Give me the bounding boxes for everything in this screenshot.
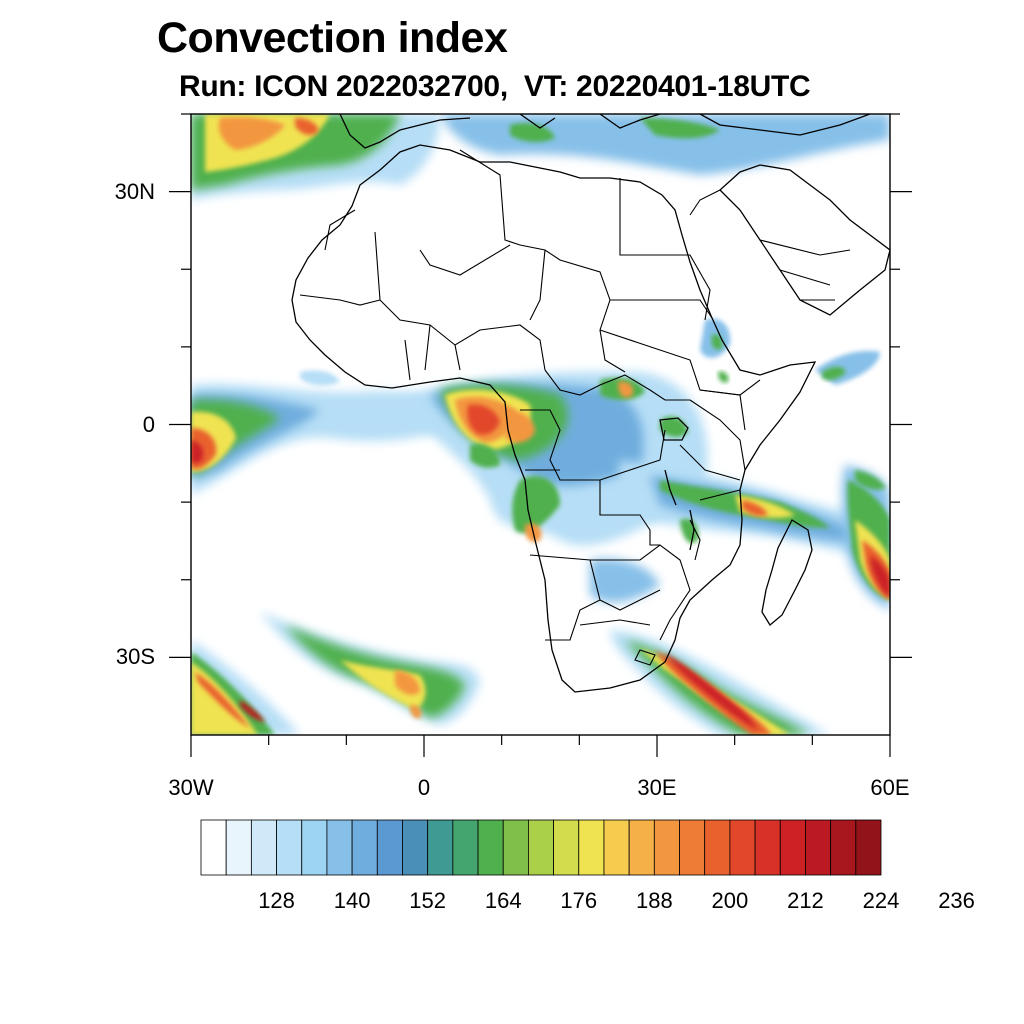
field-equatorial-atlantic	[191, 383, 470, 495]
coastline-madagascar	[761, 519, 813, 626]
lon-tick-label: 30E	[637, 775, 677, 800]
colorbar-label: 224	[862, 888, 900, 913]
lat-tick-label: 0	[142, 411, 155, 437]
colorbar-swatch	[653, 819, 680, 876]
coastline-lake-malawi	[689, 509, 695, 551]
axis-ticks	[169, 113, 912, 757]
colorbar-swatch	[779, 819, 806, 876]
field-ethiopia-arabian-sea	[300, 318, 880, 386]
colorbar-label: 212	[787, 888, 824, 913]
colorbar-swatch	[754, 819, 781, 876]
coastline-europe	[339, 114, 871, 149]
field-south-atlantic	[260, 612, 480, 725]
colorbar-swatch	[729, 819, 756, 876]
lat-tick-label: 30N	[114, 178, 155, 204]
lon-tick-label: 60E	[870, 775, 910, 800]
colorbar-swatch	[578, 819, 605, 876]
chart-subtitle: Run: ICON 2022032700, VT: 20220401-18UTC	[179, 70, 811, 103]
colorbar-swatch	[805, 819, 832, 876]
field-central-africa	[400, 371, 708, 546]
coastlines	[291, 114, 890, 693]
chart-title: Convection index	[157, 14, 508, 62]
lon-tick-label: 0	[417, 775, 431, 800]
colorbar-label: 140	[333, 888, 371, 913]
colorbar-swatch	[452, 819, 479, 876]
colorbar-swatch	[427, 819, 454, 876]
colorbar-swatch	[553, 819, 580, 876]
colorbar-swatch	[830, 819, 857, 876]
colorbar	[200, 819, 882, 876]
coastline-africa	[291, 144, 817, 693]
field-southern-indian-ocean	[610, 630, 830, 735]
convection-field	[191, 114, 890, 735]
colorbar-swatch	[402, 819, 429, 876]
lon-tick-label: 30W	[168, 775, 214, 800]
colorbar-label: 176	[560, 888, 598, 913]
field-north-atlantic	[191, 114, 890, 200]
colorbar-swatch	[250, 819, 277, 876]
colorbar-label: 128	[258, 888, 295, 913]
colorbar-swatch	[855, 819, 882, 876]
colorbar-swatch	[704, 819, 731, 876]
country-borders	[299, 149, 851, 666]
coastline-arabia	[719, 164, 890, 316]
colorbar-swatch	[276, 819, 303, 876]
field-east-africa	[590, 416, 890, 603]
coastline-lake-tanganyika	[664, 469, 677, 506]
colorbar-swatch	[225, 819, 252, 876]
colorbar-label: 188	[635, 888, 673, 913]
colorbar-swatch	[502, 819, 529, 876]
colorbar-swatch	[628, 819, 655, 876]
field-sw-corner	[191, 640, 300, 735]
colorbar-label: 236	[938, 888, 975, 913]
colorbar-label: 152	[409, 888, 447, 913]
lat-tick-label: 30S	[115, 644, 155, 670]
colorbar-label: 164	[484, 888, 522, 913]
colorbar-swatch	[528, 819, 554, 876]
colorbar-swatch	[477, 819, 504, 876]
colorbar-label: 200	[711, 888, 749, 913]
colorbar-swatch	[200, 819, 227, 876]
colorbar-swatch	[376, 819, 403, 876]
colorbar-swatch	[351, 819, 378, 876]
colorbar-swatch	[603, 819, 630, 876]
field-madagascar-front	[841, 465, 890, 610]
colorbar-swatch	[301, 819, 328, 876]
colorbar-swatch	[679, 819, 706, 876]
colorbar-swatch	[326, 819, 353, 876]
